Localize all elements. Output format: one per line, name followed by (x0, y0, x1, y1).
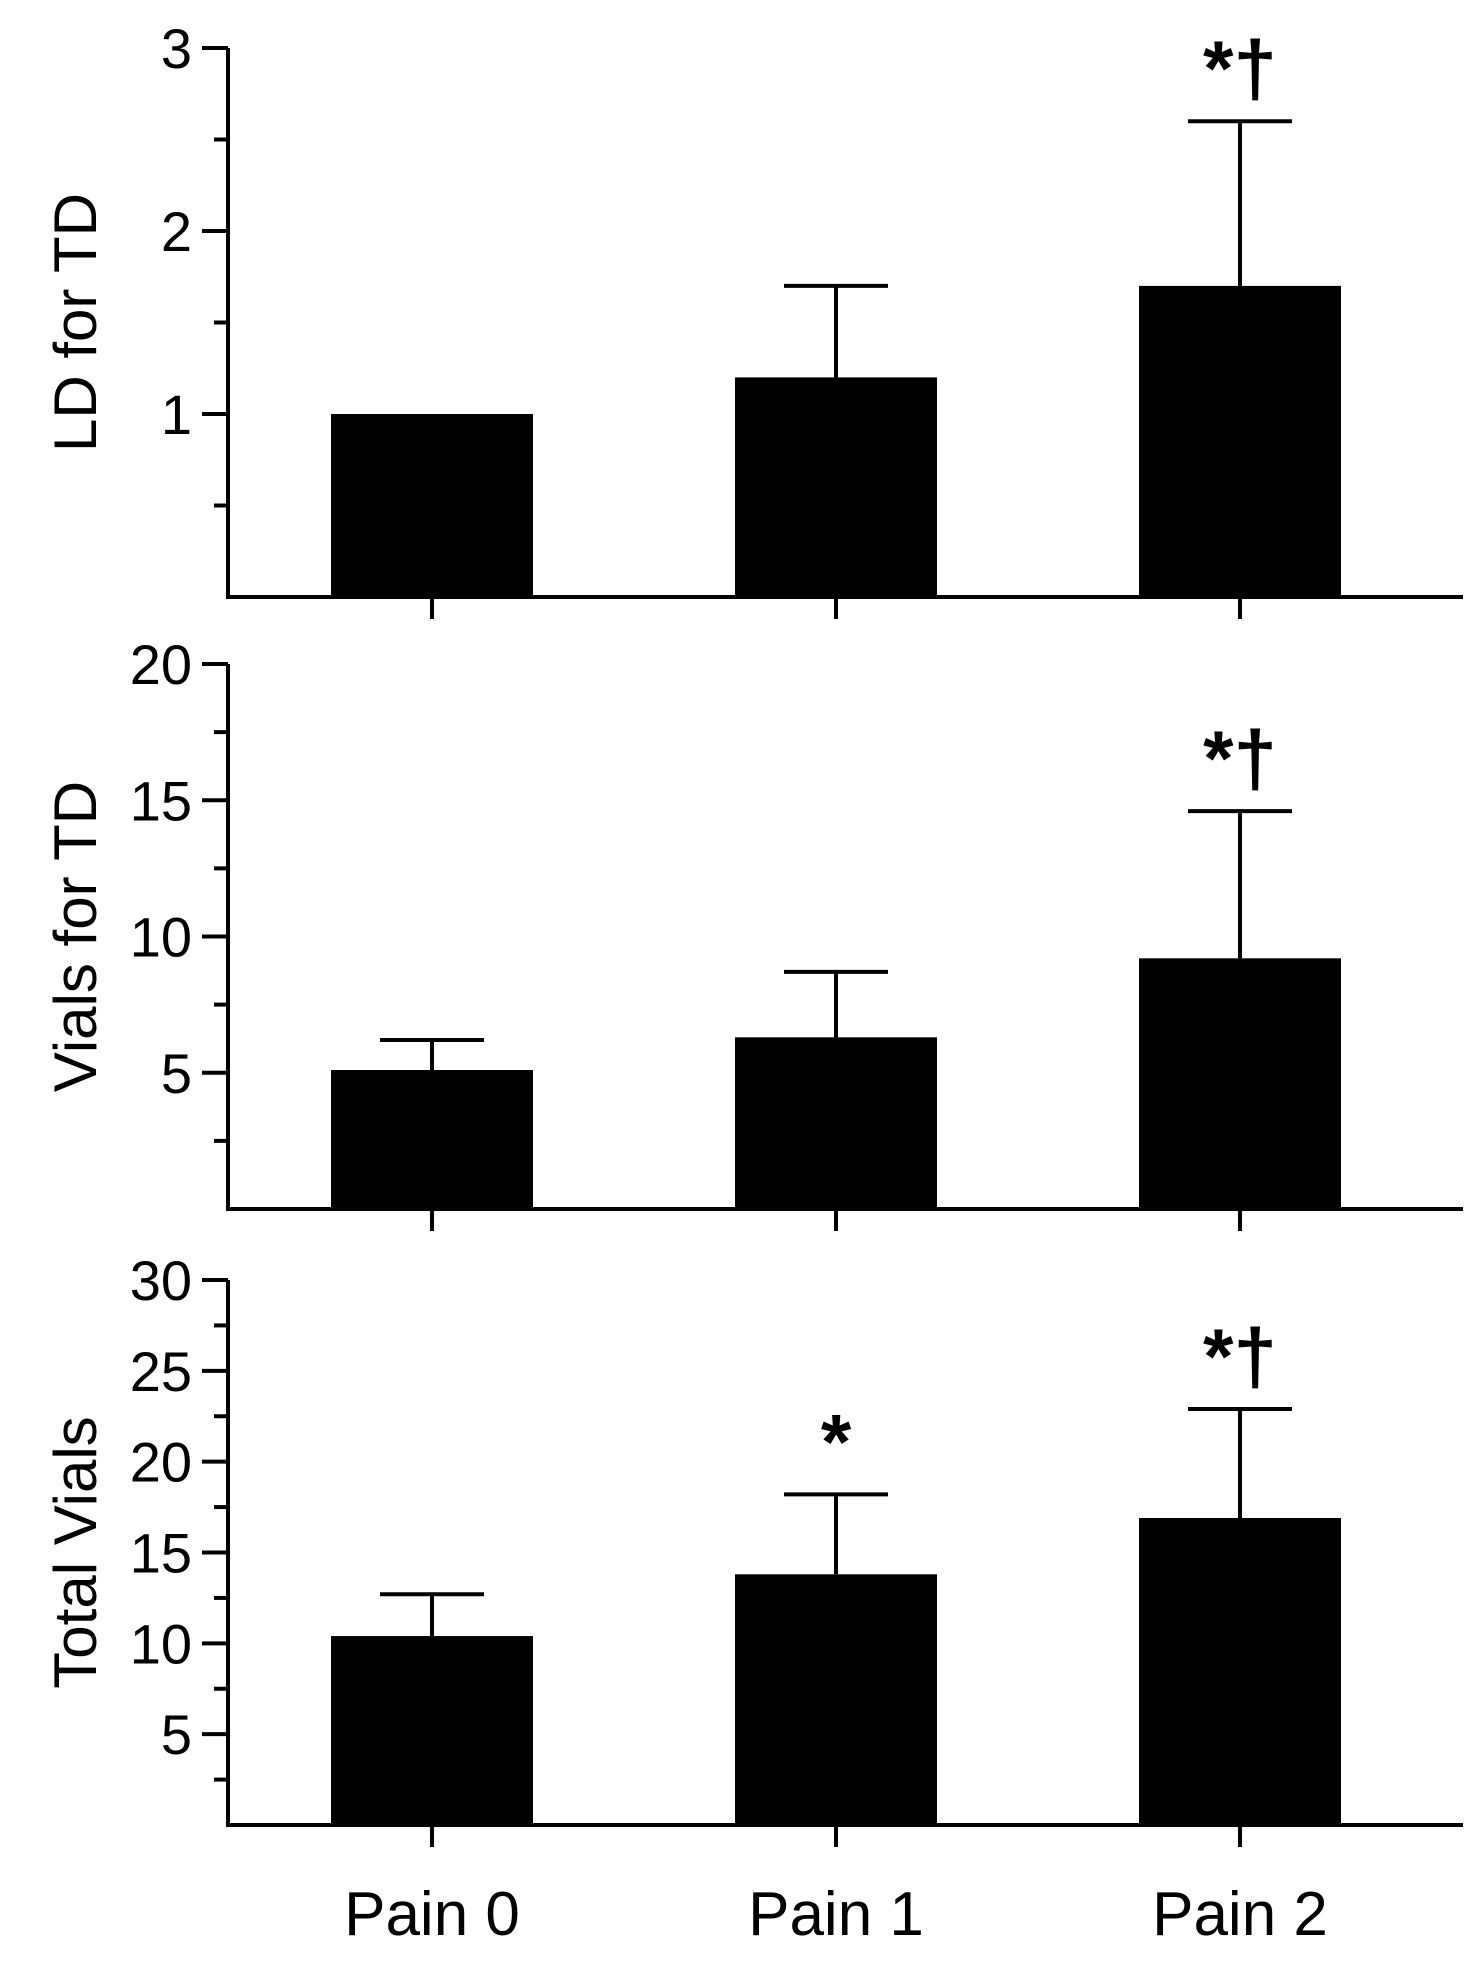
y-tick-label: 20 (130, 1431, 192, 1494)
y-tick-label: 1 (161, 383, 192, 446)
y-tick-label: 25 (130, 1340, 192, 1403)
y-tick-label: 20 (130, 633, 192, 696)
y-tick-label: 3 (161, 17, 192, 80)
bar-pain-1 (735, 1037, 937, 1209)
x-category-label: Pain 0 (344, 1880, 520, 1949)
chart-panel-3: * *† 5 10 15 20 25 30 Pain 0 Pain 1 Pain 2 Total Vi… (42, 1249, 1463, 1949)
significance-annotation: *† (1203, 24, 1277, 112)
significance-annotation: *† (1203, 714, 1277, 802)
bar-pain-1 (735, 1574, 937, 1825)
y-tick-label: 2 (161, 200, 192, 263)
chart-panel-1: *† 1 2 3 LD for TD (42, 17, 1463, 619)
y-axis-title: Vials for TD (42, 781, 109, 1092)
bar-pain-0 (331, 414, 533, 597)
chart-panel-2: *† 5 10 15 20 Vials for TD (42, 633, 1463, 1231)
y-tick-label: 10 (130, 1612, 192, 1675)
bar-pain-2 (1139, 958, 1341, 1209)
y-tick-label: 10 (130, 906, 192, 969)
y-tick-label: 30 (130, 1249, 192, 1312)
y-axis-title: Total Vials (42, 1416, 109, 1688)
y-tick-label: 15 (130, 769, 192, 832)
y-tick-label: 15 (130, 1522, 192, 1585)
panels: *† 1 2 3 LD for TD *† 5 10 15 20 Vials for TD * *† 5 1… (42, 17, 1463, 1949)
bar-pain-2 (1139, 285, 1341, 597)
y-tick-label: 5 (161, 1703, 192, 1766)
y-tick-label: 5 (161, 1042, 192, 1105)
bar-pain-1 (735, 377, 937, 597)
bar-pain-0 (331, 1636, 533, 1825)
bar-pain-2 (1139, 1517, 1341, 1825)
x-category-label: Pain 2 (1152, 1880, 1328, 1949)
bar-pain-0 (331, 1070, 533, 1209)
y-axis-title: LD for TD (42, 193, 109, 452)
x-category-label: Pain 1 (748, 1880, 924, 1949)
significance-annotation: *† (1203, 1312, 1277, 1400)
significance-annotation: * (821, 1397, 852, 1485)
